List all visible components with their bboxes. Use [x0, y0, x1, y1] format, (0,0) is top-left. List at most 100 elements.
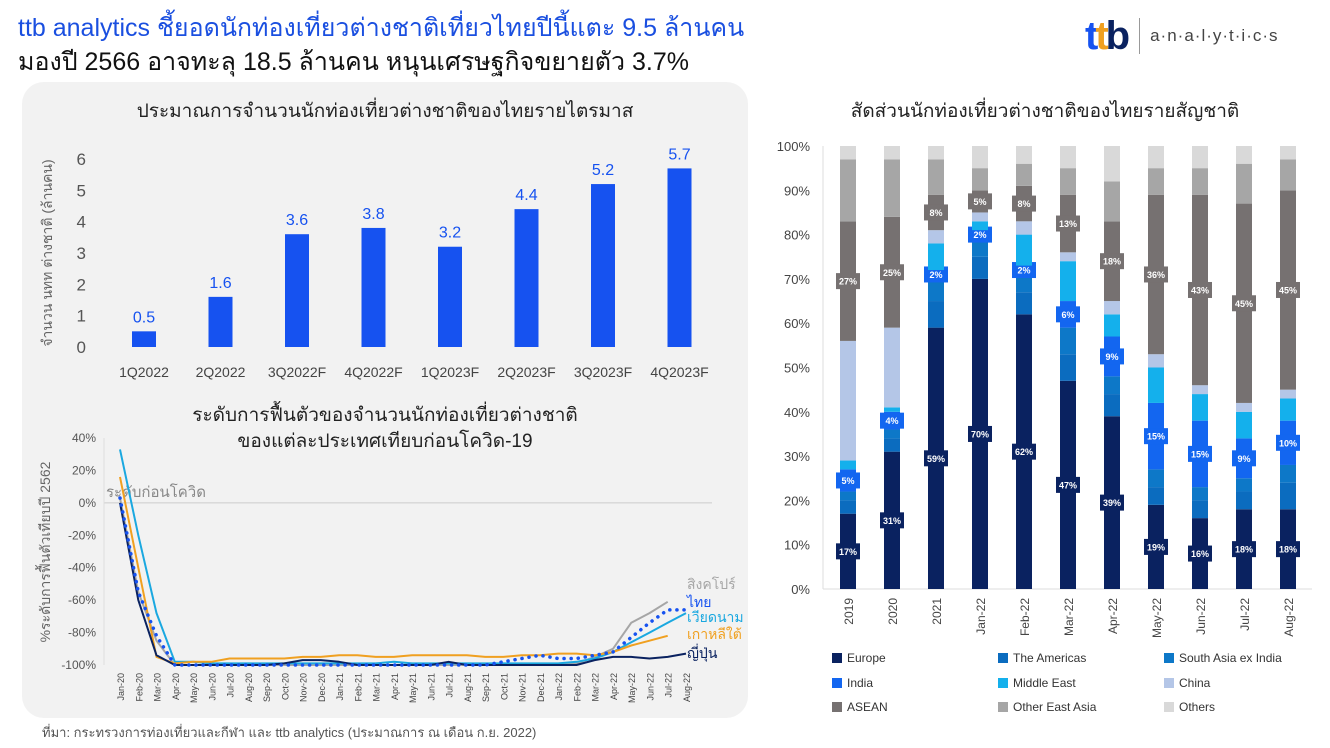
legend-item-europe: Europe [832, 651, 886, 665]
data-label: 45% [1235, 299, 1253, 309]
stack-segment-the-americas [1060, 354, 1076, 381]
data-label: 70% [971, 429, 989, 439]
stack-segment-china [884, 327, 900, 408]
data-label-box [1056, 476, 1080, 493]
stack-segment-other-east-asia [1192, 168, 1208, 195]
data-label: 5% [973, 197, 986, 207]
stack-segment-others [840, 146, 856, 160]
stack-segment-the-americas [1236, 491, 1252, 510]
data-label: 19% [1147, 542, 1165, 552]
data-label: 31% [883, 516, 901, 526]
data-label: 4% [885, 416, 898, 426]
legend-swatch [1164, 677, 1174, 688]
legend-swatch [998, 677, 1008, 688]
data-label-box [1012, 262, 1036, 279]
legend-label: South Asia ex India [1179, 651, 1282, 665]
x-tick-label: 3Q2023F [574, 364, 632, 380]
legend-label: Other East Asia [1013, 700, 1097, 714]
data-label: 8% [1017, 199, 1030, 209]
legend-label: Others [1179, 700, 1216, 714]
legend-swatch [1164, 702, 1174, 712]
stack-segment-other-east-asia [1104, 181, 1120, 222]
data-label-box [1144, 266, 1168, 283]
stack-segment-others [928, 146, 944, 160]
data-label: 59% [927, 454, 945, 464]
x-tick-label: Oct-21 [499, 673, 509, 700]
data-label-box [1276, 541, 1300, 558]
bar-2Q2022 [208, 296, 233, 347]
data-label: 6% [1061, 310, 1074, 320]
data-label: 18% [1279, 545, 1297, 555]
y-axis-label: %ระดับการฟื้นตัวเทียบปี 2562 [35, 461, 53, 642]
y-tick-label: 80% [784, 228, 810, 243]
data-label: 27% [839, 277, 857, 287]
x-tick-label: May-22 [1150, 598, 1164, 638]
bar-data-label: 3.2 [439, 225, 461, 242]
stack-segment-south-asia-ex-india [1104, 376, 1120, 395]
stack-segment-other-east-asia [1148, 168, 1164, 195]
data-label: 10% [1279, 438, 1297, 448]
data-label-box [1188, 281, 1212, 298]
stack-segment-the-americas [1192, 500, 1208, 519]
bar-4Q2023F [667, 168, 692, 347]
series-line-ญี่ปุ่น [119, 502, 687, 666]
data-label-box [1232, 541, 1256, 558]
data-label-box [968, 193, 992, 210]
recovery-chart-subtitle: ของแต่ละประเทศเทียบก่อนโควิด-19 [237, 431, 533, 452]
data-label: 36% [1147, 270, 1165, 280]
data-label-box [924, 204, 948, 221]
x-tick-label: Jul-20 [226, 673, 236, 698]
x-tick-label: 2Q2022 [196, 364, 246, 380]
y-tick-label: 30% [784, 449, 810, 464]
bar-data-label: 3.6 [286, 212, 308, 229]
x-tick-label: May-20 [189, 673, 199, 703]
legend-label: Middle East [1013, 675, 1076, 690]
bar-1Q2022 [132, 331, 156, 347]
x-tick-label: Jun-22 [1194, 598, 1208, 635]
data-label-box [880, 264, 904, 281]
x-tick-label: May-21 [408, 673, 418, 703]
x-tick-label: Mar-22 [1062, 598, 1076, 636]
legend-swatch [832, 653, 842, 663]
stack-segment-others [1016, 146, 1032, 164]
stack-segment-south-asia-ex-india [1148, 469, 1164, 488]
x-tick-label: 4Q2023F [650, 364, 708, 380]
data-label: 15% [1147, 432, 1165, 442]
series-line-เกาหลีใต้ [119, 476, 668, 665]
y-tick-label: 20% [784, 493, 810, 508]
stack-segment-other-east-asia [972, 168, 988, 191]
data-label: 9% [1105, 352, 1118, 362]
x-tick-label: Oct-20 [280, 673, 290, 700]
legend-item-india: India [832, 676, 873, 690]
data-label-box [1232, 450, 1256, 467]
logo-wordmark: a·n·a·l·y·t·i·c·s [1150, 26, 1279, 45]
x-tick-label: Dec-20 [317, 673, 327, 702]
y-tick-label: 6 [77, 150, 86, 169]
x-tick-label: Jul-21 [445, 673, 455, 698]
stack-segment-south-asia-ex-india [1016, 274, 1032, 293]
legend-item-asean: ASEAN [832, 700, 888, 714]
x-tick-label: 4Q2022F [344, 364, 402, 380]
data-label: 17% [839, 547, 857, 557]
stack-segment-china [840, 340, 856, 461]
data-label: 45% [1279, 285, 1297, 295]
stack-segment-china [1192, 385, 1208, 395]
y-axis-label: จำนวน นทท ต่างชาติ (ล้านคน) [39, 159, 55, 346]
legend-label: China [1179, 675, 1211, 690]
data-label: 18% [1235, 545, 1253, 555]
y-tick-label: 1 [77, 307, 86, 326]
stack-segment-south-asia-ex-india [840, 491, 856, 501]
bar-4Q2022F [361, 227, 386, 347]
y-tick-label: 40% [784, 405, 810, 420]
data-label-box [880, 412, 904, 429]
data-label-box [836, 543, 860, 560]
stack-segment-the-americas [840, 500, 856, 514]
series-end-label: ญี่ปุ่น [687, 644, 718, 662]
data-label-box [1012, 195, 1036, 212]
stack-segment-others [884, 146, 900, 160]
bar-data-label: 1.6 [209, 275, 231, 292]
x-tick-label: Dec-21 [536, 673, 546, 702]
data-label: 62% [1015, 447, 1033, 457]
x-tick-label: Sep-21 [481, 673, 491, 702]
